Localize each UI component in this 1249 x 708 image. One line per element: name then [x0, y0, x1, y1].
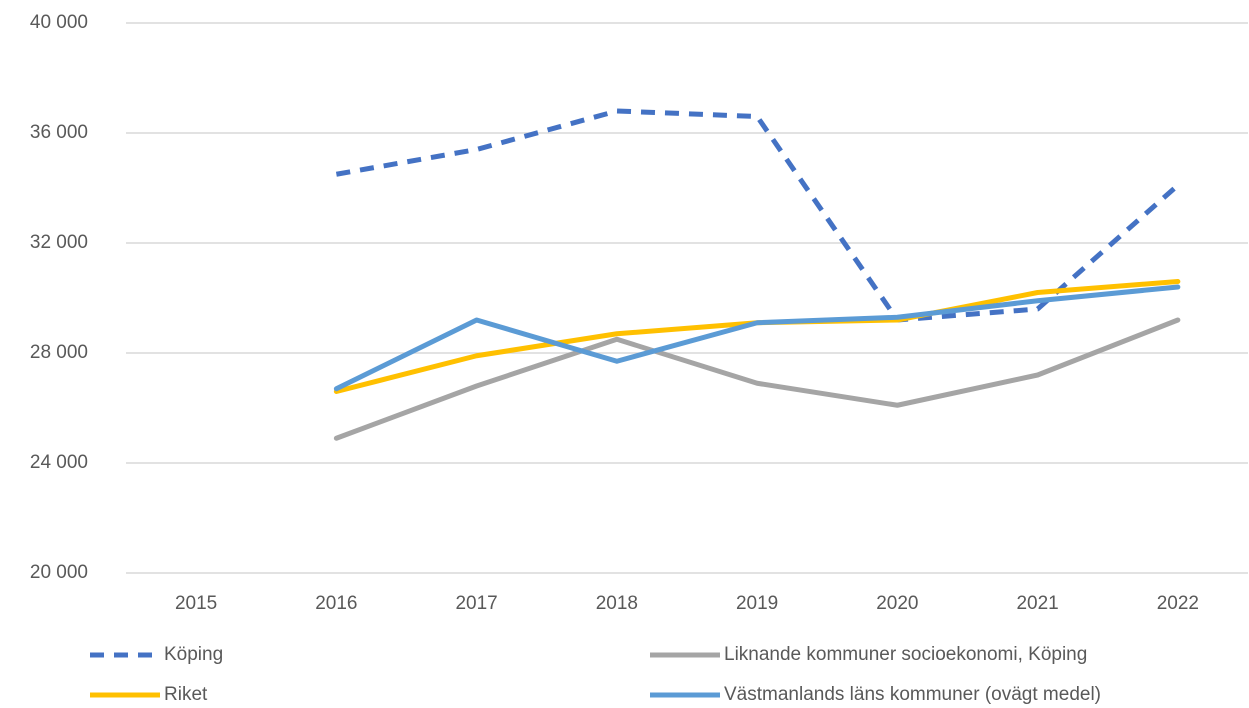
- series-line: [333, 284, 1181, 392]
- y-tick-label: 20 000: [30, 562, 88, 583]
- x-tick-label: 2019: [736, 593, 778, 614]
- y-tick-label: 28 000: [30, 342, 88, 363]
- y-tick-label: 32 000: [30, 232, 88, 253]
- legend-label: Köping: [164, 644, 223, 665]
- x-tick-label: 2017: [455, 593, 497, 614]
- legend-label: Västmanlands läns kommuner (ovägt medel): [724, 684, 1101, 705]
- x-tick-label: 2015: [175, 593, 217, 614]
- x-tick-label: 2021: [1016, 593, 1058, 614]
- legend-label: Liknande kommuner socioekonomi, Köping: [724, 644, 1087, 665]
- y-tick-label: 36 000: [30, 122, 88, 143]
- legend-label: Riket: [164, 684, 208, 705]
- series-line: [333, 317, 1181, 441]
- x-tick-label: 2016: [315, 593, 357, 614]
- series-line: [335, 108, 1180, 323]
- y-tick-label: 24 000: [30, 452, 88, 473]
- x-tick-label: 2022: [1157, 593, 1199, 614]
- y-tick-label: 40 000: [30, 12, 88, 33]
- x-tick-label: 2018: [596, 593, 638, 614]
- x-tick-label: 2020: [876, 593, 918, 614]
